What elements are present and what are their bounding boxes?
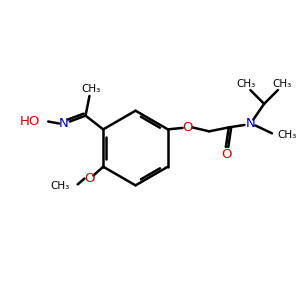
Text: CH₃: CH₃ [237, 79, 256, 89]
Text: O: O [84, 172, 95, 185]
Text: CH₃: CH₃ [278, 130, 297, 140]
Text: N: N [59, 117, 69, 130]
Text: N: N [245, 117, 255, 130]
Text: CH₃: CH₃ [272, 79, 291, 89]
Text: CH₃: CH₃ [82, 84, 101, 94]
Text: CH₃: CH₃ [51, 181, 70, 191]
Text: HO: HO [20, 115, 40, 128]
Text: O: O [182, 121, 193, 134]
Text: O: O [221, 148, 232, 161]
